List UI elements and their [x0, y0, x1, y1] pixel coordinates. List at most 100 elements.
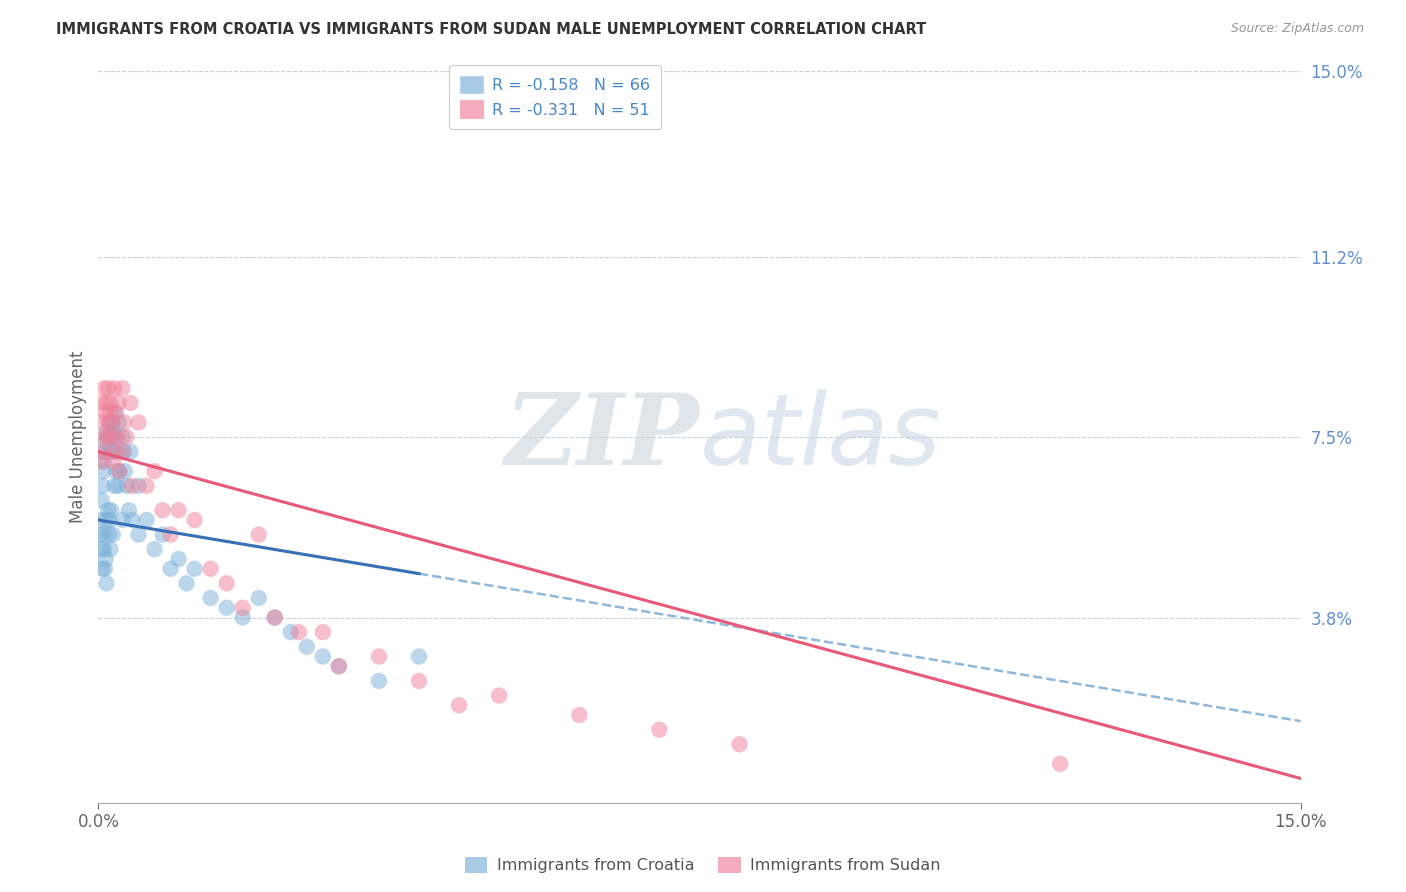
- Point: [96, 576, 118, 591]
- Text: ZIP: ZIP: [505, 389, 700, 485]
- Point: [328, 659, 350, 673]
- Point: [97, 381, 120, 395]
- Point: [121, 513, 143, 527]
- Point: [111, 444, 134, 458]
- Point: [183, 513, 205, 527]
- Point: [135, 513, 157, 527]
- Point: [118, 503, 141, 517]
- Y-axis label: Male Unemployment: Male Unemployment: [69, 351, 87, 524]
- Point: [152, 527, 174, 541]
- Point: [94, 406, 117, 420]
- Text: Source: ZipAtlas.com: Source: ZipAtlas.com: [1230, 22, 1364, 36]
- Point: [115, 430, 138, 444]
- Point: [104, 430, 127, 444]
- Point: [312, 625, 335, 640]
- Point: [152, 503, 174, 517]
- Point: [96, 425, 118, 440]
- Point: [167, 503, 190, 517]
- Point: [94, 552, 117, 566]
- Point: [288, 625, 311, 640]
- Point: [488, 689, 510, 703]
- Point: [263, 610, 285, 624]
- Point: [120, 396, 142, 410]
- Point: [128, 527, 150, 541]
- Point: [143, 464, 166, 478]
- Point: [94, 434, 117, 449]
- Point: [107, 430, 129, 444]
- Point: [93, 542, 115, 557]
- Point: [167, 552, 190, 566]
- Point: [91, 479, 114, 493]
- Point: [114, 464, 136, 478]
- Point: [93, 381, 115, 395]
- Point: [108, 464, 131, 478]
- Point: [215, 576, 238, 591]
- Point: [200, 562, 222, 576]
- Point: [112, 444, 135, 458]
- Point: [98, 406, 121, 420]
- Point: [100, 396, 122, 410]
- Point: [103, 444, 125, 458]
- Point: [200, 591, 222, 605]
- Point: [108, 464, 131, 478]
- Point: [101, 416, 124, 430]
- Point: [105, 406, 128, 420]
- Point: [408, 649, 430, 664]
- Point: [328, 659, 350, 673]
- Point: [94, 430, 117, 444]
- Point: [91, 562, 114, 576]
- Point: [368, 649, 391, 664]
- Point: [103, 381, 125, 395]
- Point: [101, 527, 124, 541]
- Point: [100, 416, 122, 430]
- Point: [100, 503, 122, 517]
- Point: [728, 737, 751, 751]
- Point: [111, 430, 134, 444]
- Point: [247, 527, 270, 541]
- Point: [90, 493, 112, 508]
- Point: [94, 562, 117, 576]
- Point: [111, 381, 134, 395]
- Point: [112, 416, 135, 430]
- Point: [91, 444, 114, 458]
- Point: [295, 640, 318, 654]
- Point: [215, 600, 238, 615]
- Point: [648, 723, 671, 737]
- Point: [96, 396, 118, 410]
- Point: [176, 576, 198, 591]
- Point: [120, 444, 142, 458]
- Point: [97, 416, 120, 430]
- Point: [100, 430, 122, 444]
- Point: [115, 479, 138, 493]
- Point: [105, 444, 128, 458]
- Point: [91, 396, 114, 410]
- Point: [98, 416, 121, 430]
- Legend: R = -0.158   N = 66, R = -0.331   N = 51: R = -0.158 N = 66, R = -0.331 N = 51: [449, 65, 661, 129]
- Point: [247, 591, 270, 605]
- Point: [135, 479, 157, 493]
- Point: [93, 454, 115, 468]
- Point: [90, 454, 112, 468]
- Point: [97, 444, 120, 458]
- Text: IMMIGRANTS FROM CROATIA VS IMMIGRANTS FROM SUDAN MALE UNEMPLOYMENT CORRELATION C: IMMIGRANTS FROM CROATIA VS IMMIGRANTS FR…: [56, 22, 927, 37]
- Point: [94, 444, 117, 458]
- Point: [101, 444, 124, 458]
- Point: [90, 416, 112, 430]
- Point: [159, 562, 181, 576]
- Point: [101, 454, 124, 468]
- Point: [100, 430, 122, 444]
- Point: [90, 513, 112, 527]
- Point: [103, 479, 125, 493]
- Point: [89, 527, 111, 541]
- Point: [159, 527, 181, 541]
- Point: [143, 542, 166, 557]
- Point: [183, 562, 205, 576]
- Point: [368, 673, 391, 688]
- Point: [111, 513, 134, 527]
- Point: [97, 503, 120, 517]
- Point: [107, 416, 129, 430]
- Point: [91, 527, 114, 541]
- Point: [96, 513, 118, 527]
- Point: [232, 600, 254, 615]
- Point: [312, 649, 335, 664]
